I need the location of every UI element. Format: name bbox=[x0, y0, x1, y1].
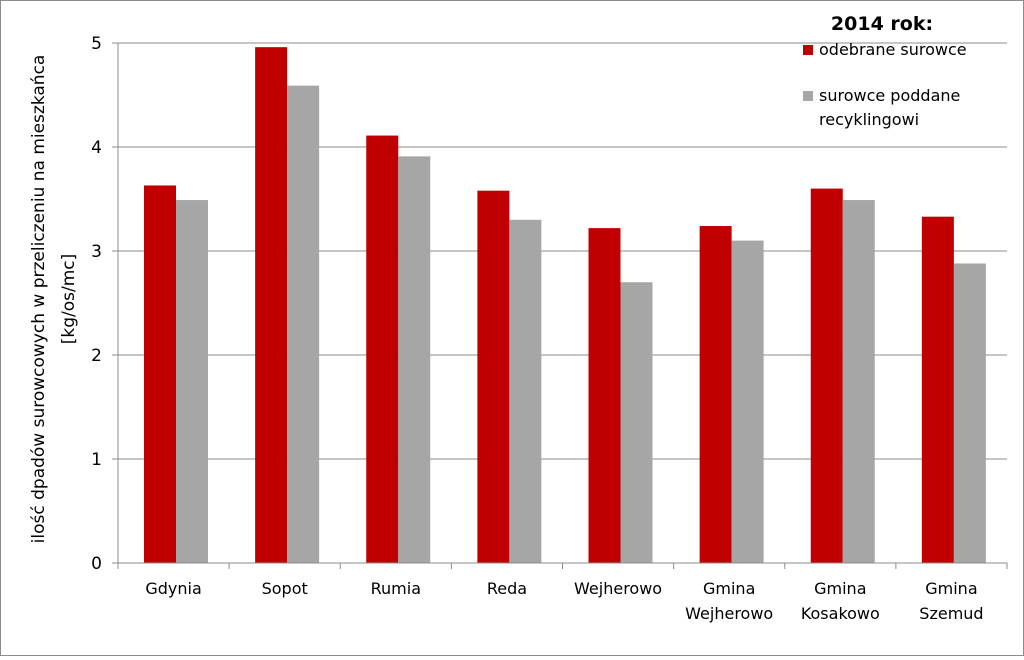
x-tick-label: Szemud bbox=[919, 604, 983, 623]
legend: 2014 rok: odebrane surowce surowce poddane… bbox=[803, 13, 967, 129]
bar-odebrane-6 bbox=[810, 188, 843, 563]
legend-label: odebrane surowce bbox=[819, 40, 967, 59]
bar-odebrane-4 bbox=[588, 228, 621, 563]
bar-recykling-3 bbox=[509, 219, 542, 564]
x-tick-label: Gmina bbox=[703, 579, 755, 598]
y-tick-label: 4 bbox=[91, 138, 102, 158]
x-tick-label: Wejherowo bbox=[574, 579, 662, 598]
x-tick-label: Reda bbox=[487, 579, 527, 598]
legend-title: 2014 rok: bbox=[831, 13, 933, 35]
bar-odebrane-3 bbox=[477, 190, 510, 563]
bar-recykling-6 bbox=[842, 200, 875, 564]
x-tick-label: Kosakowo bbox=[801, 604, 880, 623]
y-axis-title: ilość dpadów surowcowych w przeliczeniu … bbox=[29, 55, 79, 544]
bar-odebrane-2 bbox=[366, 135, 399, 563]
y-tick-label: 0 bbox=[91, 554, 102, 574]
x-tick-label: Gmina bbox=[925, 579, 977, 598]
bars bbox=[144, 47, 986, 564]
bar-odebrane-5 bbox=[699, 226, 732, 564]
x-tick-label: Gdynia bbox=[145, 579, 201, 598]
bar-recykling-7 bbox=[953, 263, 986, 563]
legend-swatch-odebrane bbox=[803, 45, 813, 55]
axes: 0 1 2 3 4 5 Gdynia Sopot Rumia Reda Wejherowo Gmina… bbox=[91, 34, 1008, 623]
bar-odebrane-0 bbox=[144, 185, 176, 564]
bar-recykling-5 bbox=[731, 240, 764, 563]
bar-odebrane-7 bbox=[921, 216, 954, 563]
x-tick-label: Wejherowo bbox=[685, 604, 773, 623]
y-tick-label: 2 bbox=[91, 346, 102, 366]
y-axis-title-line: [kg/os/mc] bbox=[59, 254, 79, 345]
y-tick-label: 3 bbox=[91, 242, 102, 262]
x-tick-label: Sopot bbox=[262, 579, 308, 598]
bar-recykling-4 bbox=[620, 282, 653, 563]
bar-recykling-2 bbox=[398, 156, 431, 564]
x-tick-label: Gmina bbox=[814, 579, 866, 598]
y-tick-label: 1 bbox=[91, 450, 102, 470]
y-axis-title-line: ilość dpadów surowcowych w przeliczeniu … bbox=[29, 55, 49, 544]
bar-recykling-1 bbox=[287, 85, 320, 563]
legend-label: recyklingowi bbox=[819, 110, 919, 129]
legend-label: surowce poddane bbox=[819, 86, 960, 105]
y-tick-label: 5 bbox=[91, 34, 102, 54]
legend-swatch-recykling bbox=[803, 91, 813, 101]
bar-odebrane-1 bbox=[255, 47, 288, 564]
x-tick-label: Rumia bbox=[371, 579, 421, 598]
bar-recykling-0 bbox=[176, 200, 208, 564]
